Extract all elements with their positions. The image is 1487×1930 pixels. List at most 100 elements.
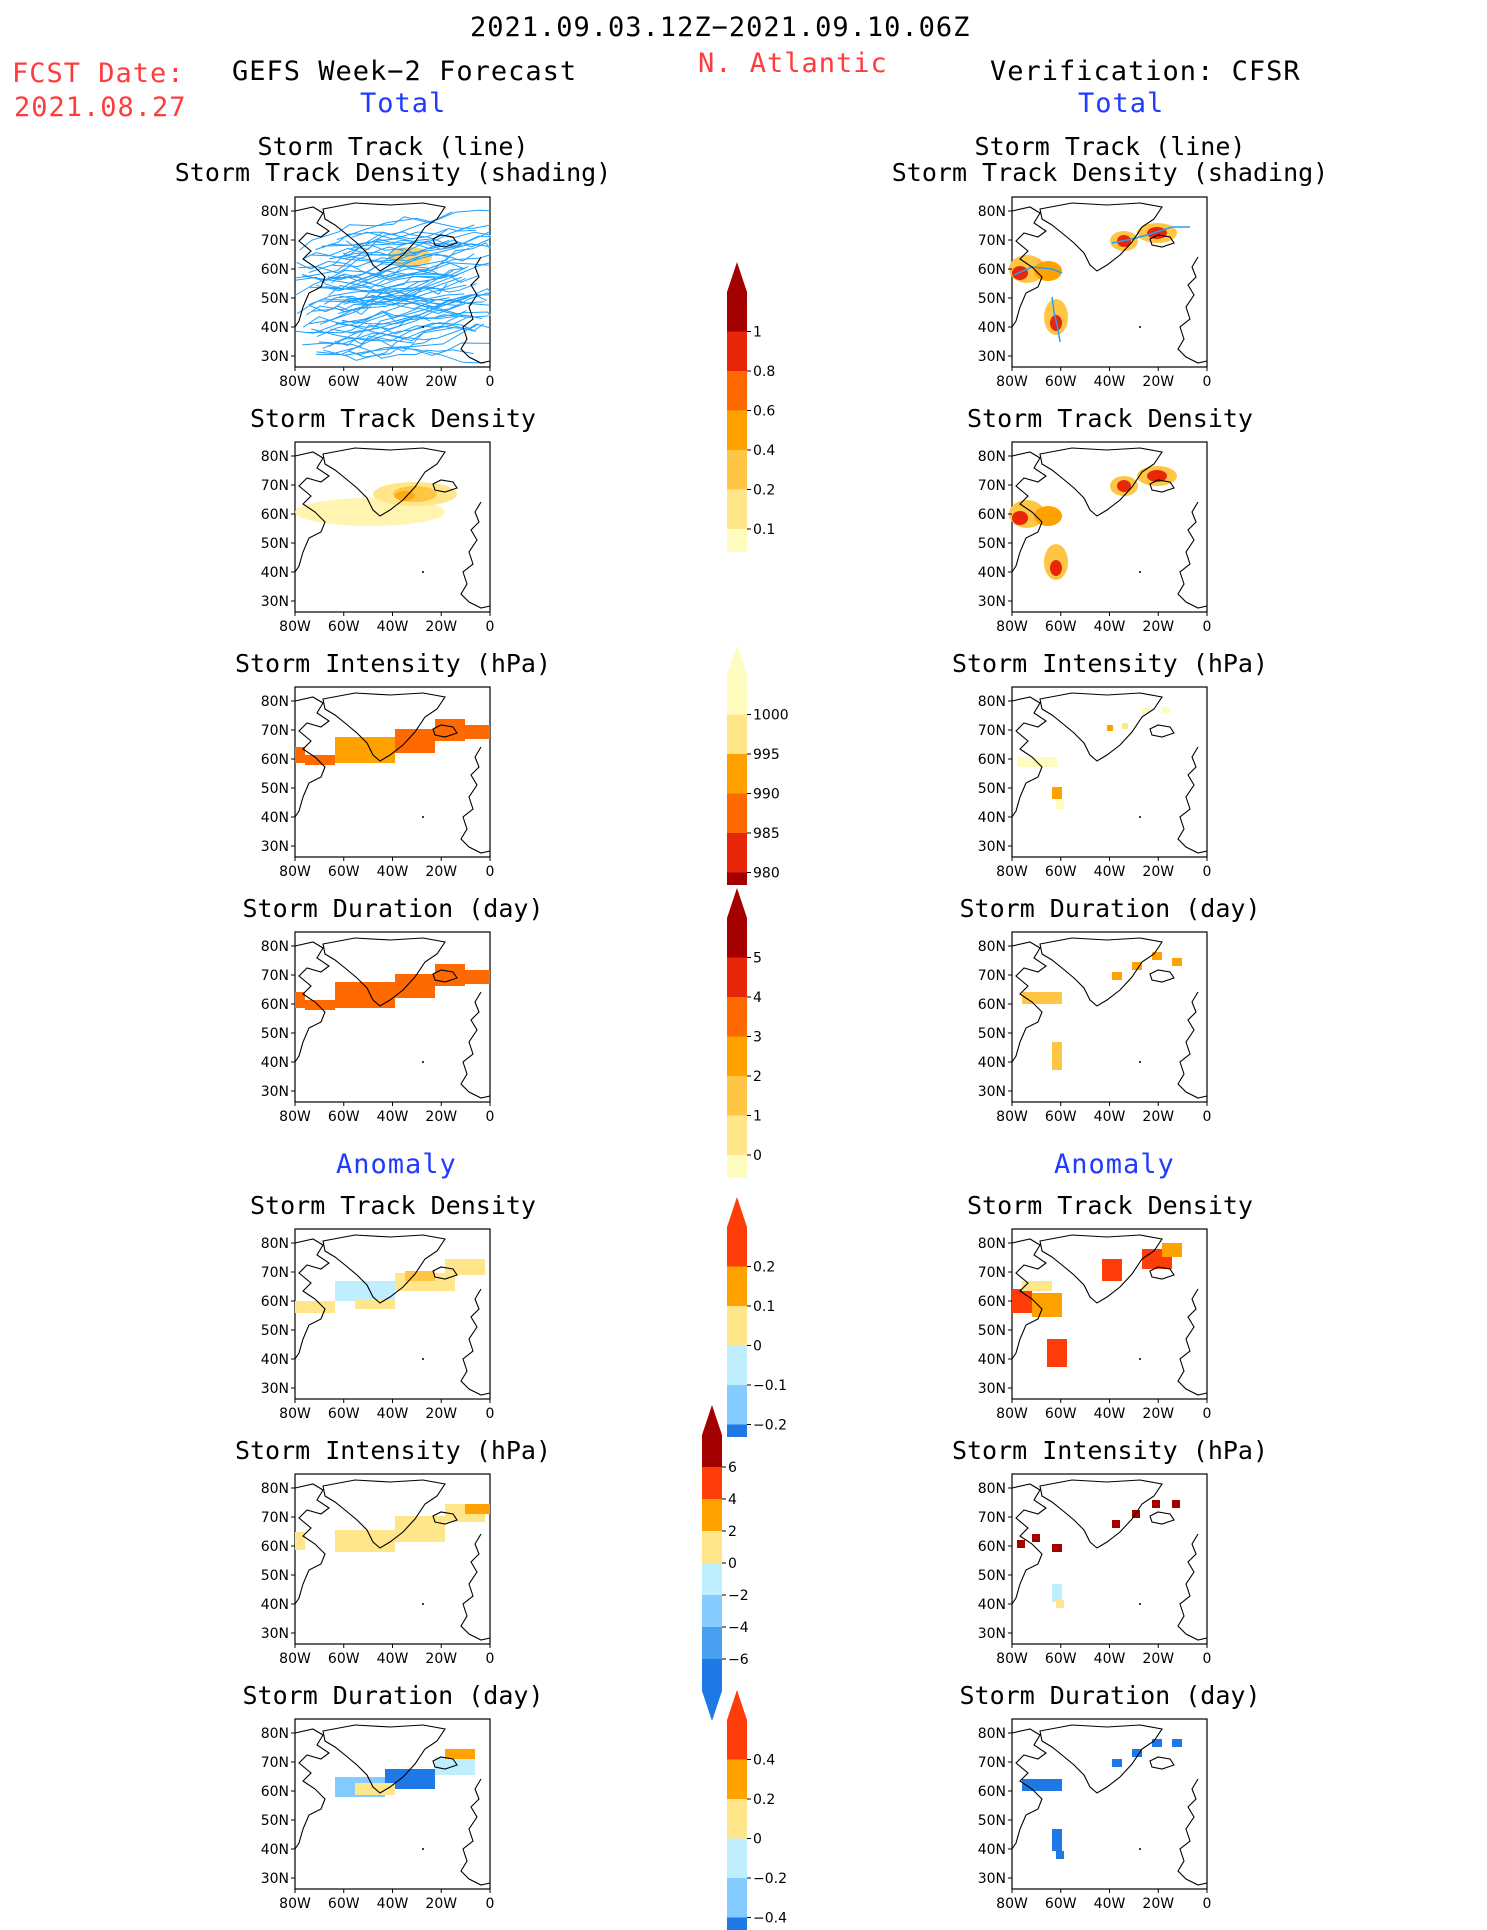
colorbar-tick-label: 0.1 bbox=[753, 1299, 775, 1315]
lon-tick-label: 0 bbox=[486, 1406, 495, 1422]
lat-tick-label: 70N bbox=[261, 1265, 289, 1281]
lat-tick-label: 50N bbox=[978, 1568, 1006, 1584]
lat-tick-label: 70N bbox=[978, 968, 1006, 984]
lat-tick-label: 50N bbox=[978, 781, 1006, 797]
lon-tick-label: 80W bbox=[279, 1651, 311, 1667]
lon-tick-label: 0 bbox=[1203, 374, 1212, 390]
lon-tick-label: 0 bbox=[486, 1109, 495, 1125]
colorbar-tick-label: 6 bbox=[728, 1460, 737, 1476]
lat-tick-label: 80N bbox=[261, 939, 289, 955]
lat-tick-label: 40N bbox=[978, 1842, 1006, 1858]
colorbar-tick-label: 0.4 bbox=[753, 1753, 775, 1769]
lat-tick-label: 70N bbox=[978, 1755, 1006, 1771]
lon-tick-label: 20W bbox=[425, 1651, 457, 1667]
left-anomaly-label: Anomaly bbox=[336, 1149, 457, 1180]
lat-tick-label: 30N bbox=[261, 594, 289, 610]
lat-tick-label: 30N bbox=[978, 349, 1006, 365]
colorbar-tick-label: 985 bbox=[753, 826, 780, 842]
lat-tick-label: 30N bbox=[261, 839, 289, 855]
lon-tick-label: 80W bbox=[996, 1109, 1028, 1125]
lat-tick-label: 40N bbox=[978, 565, 1006, 581]
lat-tick-label: 60N bbox=[261, 1784, 289, 1800]
lat-tick-label: 50N bbox=[978, 1813, 1006, 1829]
colorbar-density-anomaly: 0.20.10−0.1−0.2 bbox=[715, 1197, 825, 1437]
colorbar-tick-label: 0 bbox=[728, 1556, 737, 1572]
colorbar-tick-label: −6 bbox=[728, 1652, 749, 1668]
lat-tick-label: 80N bbox=[978, 1726, 1006, 1742]
lon-tick-label: 60W bbox=[328, 864, 360, 880]
lat-tick-label: 60N bbox=[978, 1784, 1006, 1800]
right-p1-title-line1: Storm Track (line) bbox=[850, 132, 1370, 161]
colorbar-tick-label: 995 bbox=[753, 747, 780, 763]
lon-tick-label: 20W bbox=[1142, 864, 1174, 880]
lat-tick-label: 40N bbox=[261, 1597, 289, 1613]
lon-tick-label: 20W bbox=[1142, 1109, 1174, 1125]
lat-tick-label: 70N bbox=[261, 478, 289, 494]
colorbar-tick-label: 3 bbox=[753, 1030, 762, 1046]
lat-tick-label: 80N bbox=[261, 204, 289, 220]
lat-tick-label: 80N bbox=[261, 449, 289, 465]
lat-tick-label: 60N bbox=[261, 1294, 289, 1310]
lon-tick-label: 20W bbox=[425, 864, 457, 880]
lon-tick-label: 40W bbox=[377, 1896, 409, 1912]
lon-tick-label: 80W bbox=[279, 374, 311, 390]
lon-tick-label: 80W bbox=[996, 374, 1028, 390]
lat-tick-label: 40N bbox=[978, 1597, 1006, 1613]
lat-tick-label: 30N bbox=[978, 1871, 1006, 1887]
lat-tick-label: 40N bbox=[261, 810, 289, 826]
lon-tick-label: 60W bbox=[1045, 864, 1077, 880]
left-column-title: GEFS Week−2 Forecast bbox=[232, 56, 577, 87]
colorbar-tick-label: 0 bbox=[753, 1832, 762, 1848]
lon-tick-label: 0 bbox=[1203, 1651, 1212, 1667]
colorbar-tick-label: −0.4 bbox=[753, 1911, 787, 1927]
lat-tick-label: 30N bbox=[978, 594, 1006, 610]
right-p4-title: Storm Duration (day) bbox=[850, 894, 1370, 923]
lon-tick-label: 20W bbox=[1142, 1406, 1174, 1422]
lon-tick-label: 80W bbox=[996, 1406, 1028, 1422]
lat-tick-label: 30N bbox=[261, 1626, 289, 1642]
lon-tick-label: 20W bbox=[1142, 1651, 1174, 1667]
lon-tick-label: 0 bbox=[486, 1651, 495, 1667]
left-p2-title: Storm Track Density bbox=[133, 404, 653, 433]
lat-tick-label: 40N bbox=[978, 810, 1006, 826]
lat-tick-label: 80N bbox=[261, 1726, 289, 1742]
left-p6-title: Storm Intensity (hPa) bbox=[133, 1436, 653, 1465]
colorbar-tick-label: 0.1 bbox=[753, 522, 775, 538]
lon-tick-label: 40W bbox=[1094, 864, 1126, 880]
colorbar-tick-label: 1 bbox=[753, 325, 762, 341]
left-p1-title-line1: Storm Track (line) bbox=[133, 132, 653, 161]
lat-tick-label: 70N bbox=[978, 233, 1006, 249]
lat-tick-label: 80N bbox=[261, 1481, 289, 1497]
right-anomaly-label: Anomaly bbox=[1054, 1149, 1175, 1180]
lon-tick-label: 60W bbox=[1045, 374, 1077, 390]
lon-tick-label: 40W bbox=[377, 1109, 409, 1125]
lat-tick-label: 50N bbox=[261, 1323, 289, 1339]
colorbar-tick-label: −0.2 bbox=[753, 1871, 787, 1887]
left-p1-title-line2: Storm Track Density (shading) bbox=[133, 158, 653, 187]
lon-tick-label: 60W bbox=[328, 374, 360, 390]
lat-tick-label: 40N bbox=[261, 1352, 289, 1368]
lon-tick-label: 20W bbox=[1142, 374, 1174, 390]
lat-tick-label: 60N bbox=[261, 507, 289, 523]
lon-tick-label: 60W bbox=[328, 1651, 360, 1667]
lon-tick-label: 0 bbox=[1203, 1109, 1212, 1125]
lat-tick-label: 40N bbox=[261, 565, 289, 581]
lon-tick-label: 0 bbox=[1203, 1406, 1212, 1422]
lat-tick-label: 60N bbox=[261, 752, 289, 768]
lon-tick-label: 40W bbox=[377, 1651, 409, 1667]
lon-tick-label: 40W bbox=[1094, 1406, 1126, 1422]
lat-tick-label: 50N bbox=[261, 1568, 289, 1584]
lat-tick-label: 80N bbox=[978, 1236, 1006, 1252]
colorbar-tick-label: −0.1 bbox=[753, 1378, 787, 1394]
lon-tick-label: 40W bbox=[377, 619, 409, 635]
colorbar-tick-label: 1000 bbox=[753, 708, 789, 724]
lat-tick-label: 30N bbox=[978, 1381, 1006, 1397]
lat-tick-label: 40N bbox=[978, 1352, 1006, 1368]
lon-tick-label: 20W bbox=[425, 619, 457, 635]
